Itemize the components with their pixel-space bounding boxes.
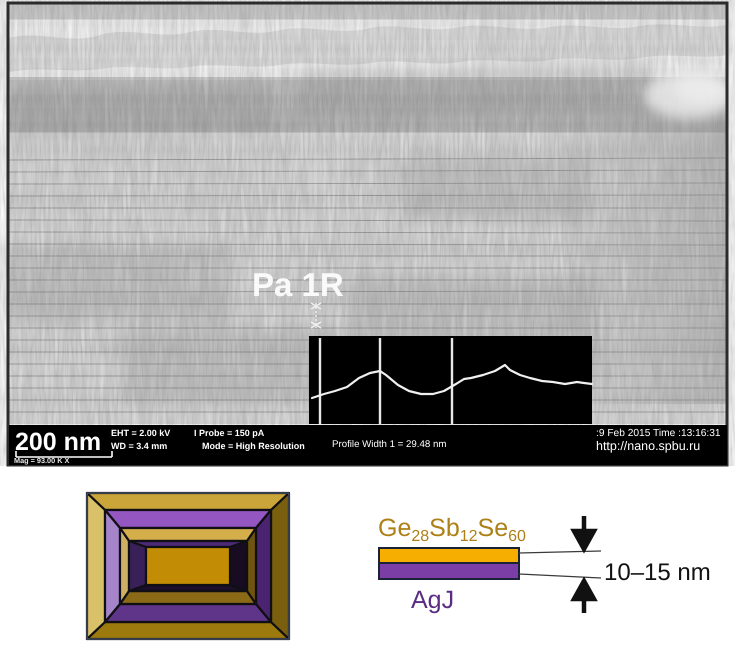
svg-text:AgJ: AgJ — [411, 586, 454, 614]
svg-text:10–15 nm: 10–15 nm — [604, 559, 711, 586]
svg-text:Ge28Sb12Se60: Ge28Sb12Se60 — [378, 514, 526, 545]
